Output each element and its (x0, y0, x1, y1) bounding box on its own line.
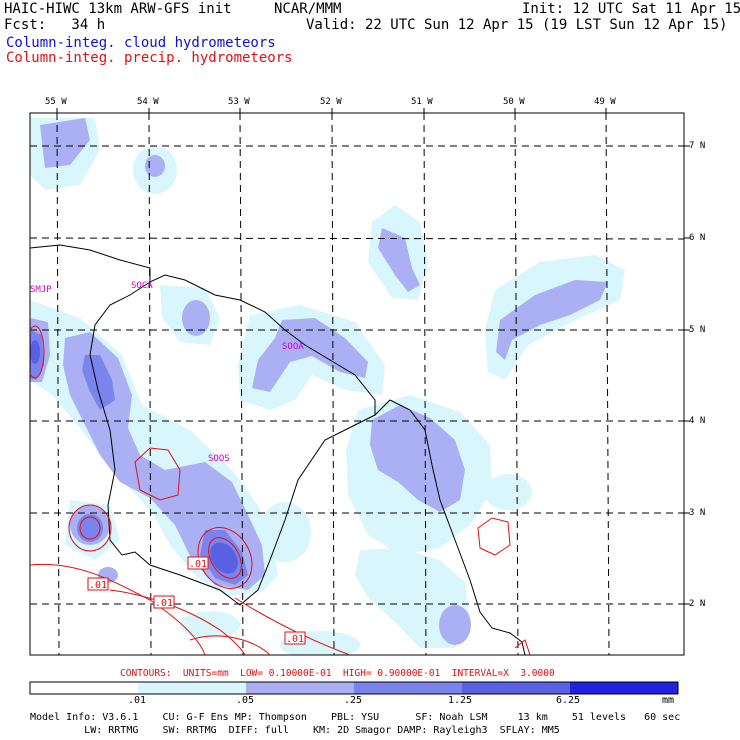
contour-labels: .01 .01 .01 .01 (87, 556, 306, 645)
precip-contours (30, 325, 531, 655)
colorbar-tick-1: .01 (128, 695, 147, 706)
colorbar-unit: mm (662, 695, 675, 706)
init-time: Init: 12 UTC Sat 11 Apr 15 (522, 1, 740, 17)
color-bar (29, 681, 679, 695)
lon-label-53w: 53 W (228, 97, 250, 107)
contour-label-1: .01 (89, 580, 107, 591)
precip-field-label: Column-integ. precip. hydrometeors (6, 50, 293, 66)
lon-label-49w: 49 W (594, 97, 616, 107)
lon-label-51w: 51 W (411, 97, 433, 107)
hydrometeor-field (30, 118, 625, 655)
station-soca: SOCA (131, 281, 153, 291)
station-soos: SOOS (208, 454, 230, 464)
colorbar-tick-5: 6.25 (556, 695, 581, 706)
lon-label-55w: 55 W (45, 97, 67, 107)
forecast-hour: Fcst: 34 h (4, 17, 106, 33)
map-frame (29, 112, 685, 656)
lat-label-5n: 5 N (689, 325, 706, 335)
station-sooa: SOOA (282, 342, 304, 352)
lon-label-54w: 54 W (137, 97, 159, 107)
contours-info: CONTOURS: UNITS=mm LOW= 0.10000E-01 HIGH… (120, 668, 555, 679)
cloud-shade-level-2 (30, 118, 608, 645)
colorbar-tick-4: 1.25 (448, 695, 473, 706)
coastline-boundaries (30, 244, 526, 655)
lon-label-50w: 50 W (503, 97, 525, 107)
model-info-line-1: Model Info: V3.6.1 CU: G-F Ens MP: Thomp… (30, 712, 681, 723)
cloud-field-label: Column-integ. cloud hydrometeors (6, 35, 276, 51)
axis-ticks (56, 108, 690, 605)
contour-label-3: .01 (155, 598, 173, 609)
lat-label-2n: 2 N (689, 599, 706, 609)
lat-label-7n: 7 N (689, 141, 706, 151)
model-title: HAIC-HIWC 13km ARW-GFS init (4, 1, 232, 17)
lat-label-4n: 4 N (689, 416, 706, 426)
model-info-line-2: LW: RRTMG SW: RRTMG DIFF: full KM: 2D Sm… (30, 725, 560, 736)
station-smjp: SMJP (30, 285, 52, 295)
colorbar-tick-3: .25 (344, 695, 363, 706)
valid-time: Valid: 22 UTC Sun 12 Apr 15 (19 LST Sun … (306, 17, 728, 33)
lon-label-52w: 52 W (320, 97, 342, 107)
lat-lon-grid (30, 113, 684, 655)
colorbar-tick-2: .05 (236, 695, 255, 706)
cloud-shade-level-4 (30, 340, 238, 574)
lat-label-6n: 6 N (689, 233, 706, 243)
org-label: NCAR/MMM (274, 1, 342, 17)
station-labels: SMJP SOCA SOOA SOOS (30, 281, 304, 464)
contour-label-4: .01 (286, 634, 304, 645)
lat-label-3n: 3 N (689, 508, 706, 518)
contour-label-2: .01 (189, 559, 207, 570)
